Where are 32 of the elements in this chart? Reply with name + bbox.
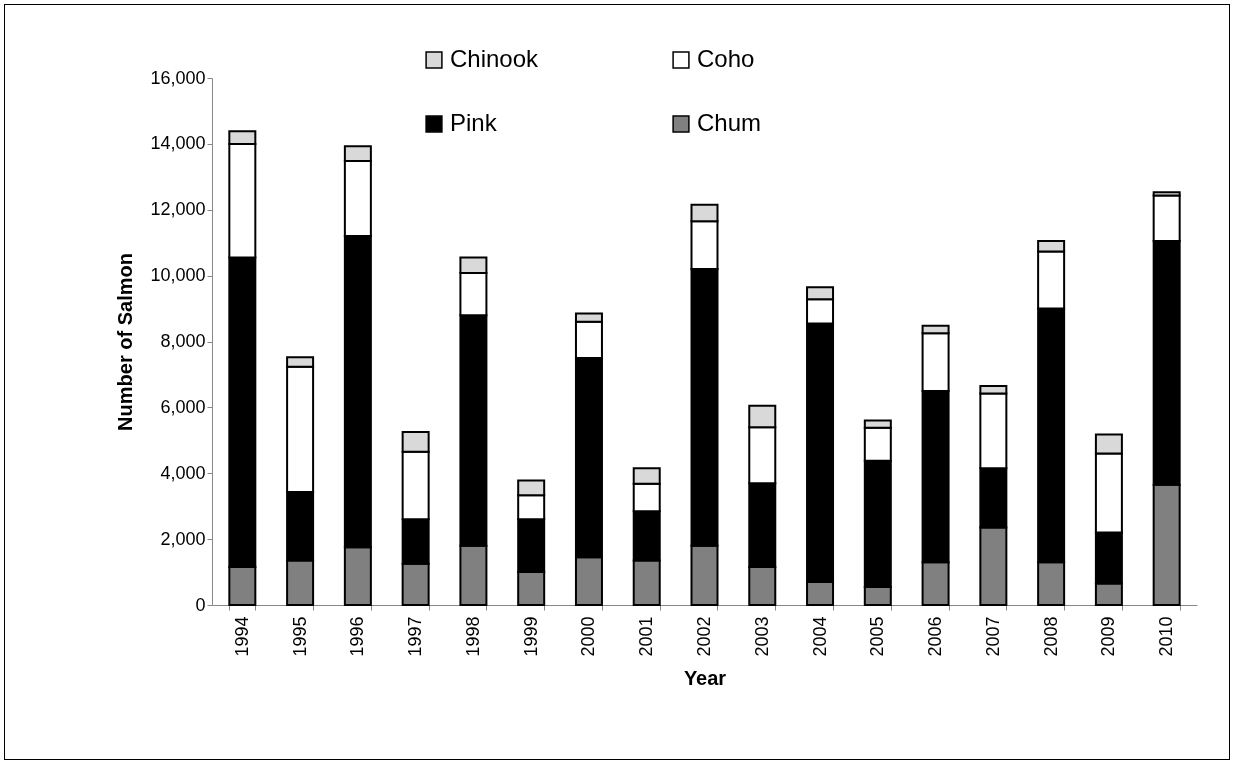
x-tick-label: 2007 bbox=[982, 616, 1003, 657]
y-tick-label: 2,000 bbox=[160, 528, 206, 549]
y-tick-label: 6,000 bbox=[160, 396, 206, 417]
x-tick-label: 1998 bbox=[462, 616, 483, 657]
x-tick-label: 2010 bbox=[1156, 616, 1177, 657]
x-tick-label: 1999 bbox=[520, 616, 541, 657]
x-tick-label: 1997 bbox=[405, 616, 426, 657]
x-tick-label: 1994 bbox=[231, 616, 252, 657]
x-tick-label: 2002 bbox=[694, 616, 714, 657]
y-tick-label: 8,000 bbox=[160, 331, 206, 351]
x-tick-label: 2000 bbox=[578, 616, 599, 657]
y-tick-label: 12,000 bbox=[150, 199, 206, 220]
legend-label: Chum bbox=[697, 109, 762, 136]
x-tick-label: 1995 bbox=[289, 616, 310, 657]
legend-label: Pink bbox=[450, 109, 498, 136]
y-tick-label: 0 bbox=[195, 594, 206, 615]
x-tick-label: 2008 bbox=[1040, 616, 1061, 657]
legend-label: Chinook bbox=[450, 45, 540, 72]
x-tick-label: 2009 bbox=[1098, 616, 1119, 657]
x-tick-label: 2003 bbox=[751, 616, 772, 657]
x-tick-label: 2001 bbox=[636, 616, 657, 657]
y-tick-label: 4,000 bbox=[160, 462, 206, 483]
x-tick-label: 1996 bbox=[347, 616, 368, 657]
x-tick-label: 2005 bbox=[867, 616, 888, 657]
legend-label: Coho bbox=[697, 45, 755, 72]
x-tick-label: 2006 bbox=[925, 616, 946, 657]
y-tick-label: 14,000 bbox=[150, 133, 206, 154]
x-axis-title: Year bbox=[683, 666, 727, 689]
y-axis-title: Number of Salmon bbox=[114, 253, 137, 431]
y-tick-label: 16,000 bbox=[150, 67, 206, 88]
y-tick-label: 10,000 bbox=[150, 265, 206, 286]
x-tick-label: 2004 bbox=[809, 616, 830, 657]
